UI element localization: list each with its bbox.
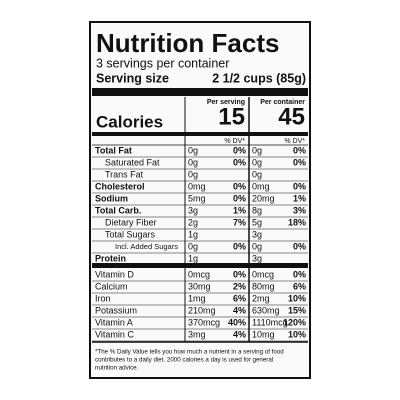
container-amount: 1110mcg [252,317,288,327]
container-dv: 18% [288,217,306,227]
label-border [89,21,311,379]
serving-dv: 4% [233,329,246,339]
container-amount: 630mg [252,305,280,315]
serving-size-label: Serving size [96,71,169,85]
footnote: *The % Daily Value tells you how much a … [95,349,284,356]
container-amount: 0g [252,169,262,179]
serving-dv: 4% [233,305,246,315]
serving-amount: 0g [188,157,198,167]
nutrient-name: Vitamin C [95,329,134,339]
nutrient-name: Dietary Fiber [105,217,157,227]
dv-serving: % DV* [224,138,245,145]
container-amount: 2mg [252,293,270,303]
serving-dv: 0% [233,145,246,155]
serving-dv: 2% [233,281,246,291]
serving-amount: 1g [188,229,198,239]
container-dv: 1% [293,193,306,203]
title: Nutrition Facts [96,28,279,58]
nutrient-name: Calcium [95,281,128,291]
container-dv: 0% [293,145,306,155]
serving-amount: 0g [188,241,198,251]
nutrient-name: Incl. Added Sugars [115,242,178,251]
serving-dv: 1% [233,205,246,215]
container-dv: 15% [288,305,306,315]
serving-dv: 40% [228,317,246,327]
serving-amount: 0mcg [188,269,210,279]
serving-amount: 0g [188,169,198,179]
serving-amount: 5mg [188,193,206,203]
calories-serving: 15 [218,103,245,130]
nutrient-name: Vitamin A [95,317,133,327]
container-amount: 5g [252,217,262,227]
container-dv: 0% [293,157,306,167]
footnote: nutrition advice. [95,365,139,372]
per-serving: Per serving [207,99,245,106]
serving-amount: 1mg [188,293,206,303]
serving-amount: 30mg [188,281,211,291]
nutrient-name: Protein [95,253,126,263]
serving-dv: 7% [233,217,246,227]
container-dv: 120% [283,317,306,327]
serving-amount: 370mcg [188,317,220,327]
nutrient-name: Trans Fat [105,169,144,179]
medium-bar [92,132,308,136]
container-amount: 20mg [252,193,275,203]
footnote: contributes to a daily diet. 2000 calori… [95,357,273,364]
container-dv: 3% [293,205,306,215]
nutrient-name: Sodium [95,193,128,203]
container-dv: 10% [288,329,306,339]
container-amount: 0mg [252,181,270,191]
container-dv: 10% [288,293,306,303]
nutrient-name: Vitamin D [95,269,134,279]
servings: 3 servings per container [96,56,229,70]
container-dv: 0% [293,181,306,191]
serving-amount: 0mg [188,181,206,191]
serving-dv: 0% [233,269,246,279]
nutrient-name: Total Sugars [105,229,156,239]
serving-amount: 0g [188,145,198,155]
serving-amount: 2g [188,217,198,227]
nutrient-name: Total Carb. [95,205,141,215]
serving-dv: 6% [233,293,246,303]
serving-dv: 0% [233,181,246,191]
nutrient-name: Potassium [95,305,137,315]
thick-bar [92,88,308,96]
calories-label: Calories [96,112,163,131]
serving-size: 2 1/2 cups (85g) [212,71,306,85]
dv-container: % DV* [284,138,305,145]
container-amount: 0g [252,157,262,167]
container-amount: 10mg [252,329,275,339]
serving-amount: 3g [188,205,198,215]
serving-dv: 0% [233,157,246,167]
container-dv: 0% [293,269,306,279]
nutrient-name: Total Fat [95,145,132,155]
nutrient-name: Saturated Fat [105,157,160,167]
container-amount: 8g [252,205,262,215]
nutrient-name: Cholesterol [95,181,145,191]
serving-dv: 0% [233,241,246,251]
serving-amount: 210mg [188,305,216,315]
calories-container: 45 [278,103,305,130]
container-amount: 0g [252,145,262,155]
thick-bar [92,263,308,268]
serving-dv: 0% [233,193,246,203]
serving-amount: 1g [188,253,198,263]
container-amount: 3g [252,253,262,263]
container-amount: 80mg [252,281,275,291]
container-dv: 6% [293,281,306,291]
container-amount: 0mcg [252,269,274,279]
per-container: Per container [260,99,305,106]
container-amount: 0g [252,241,262,251]
container-amount: 3g [252,229,262,239]
serving-amount: 3mg [188,329,206,339]
nutrient-name: Iron [95,293,111,303]
container-dv: 0% [293,241,306,251]
